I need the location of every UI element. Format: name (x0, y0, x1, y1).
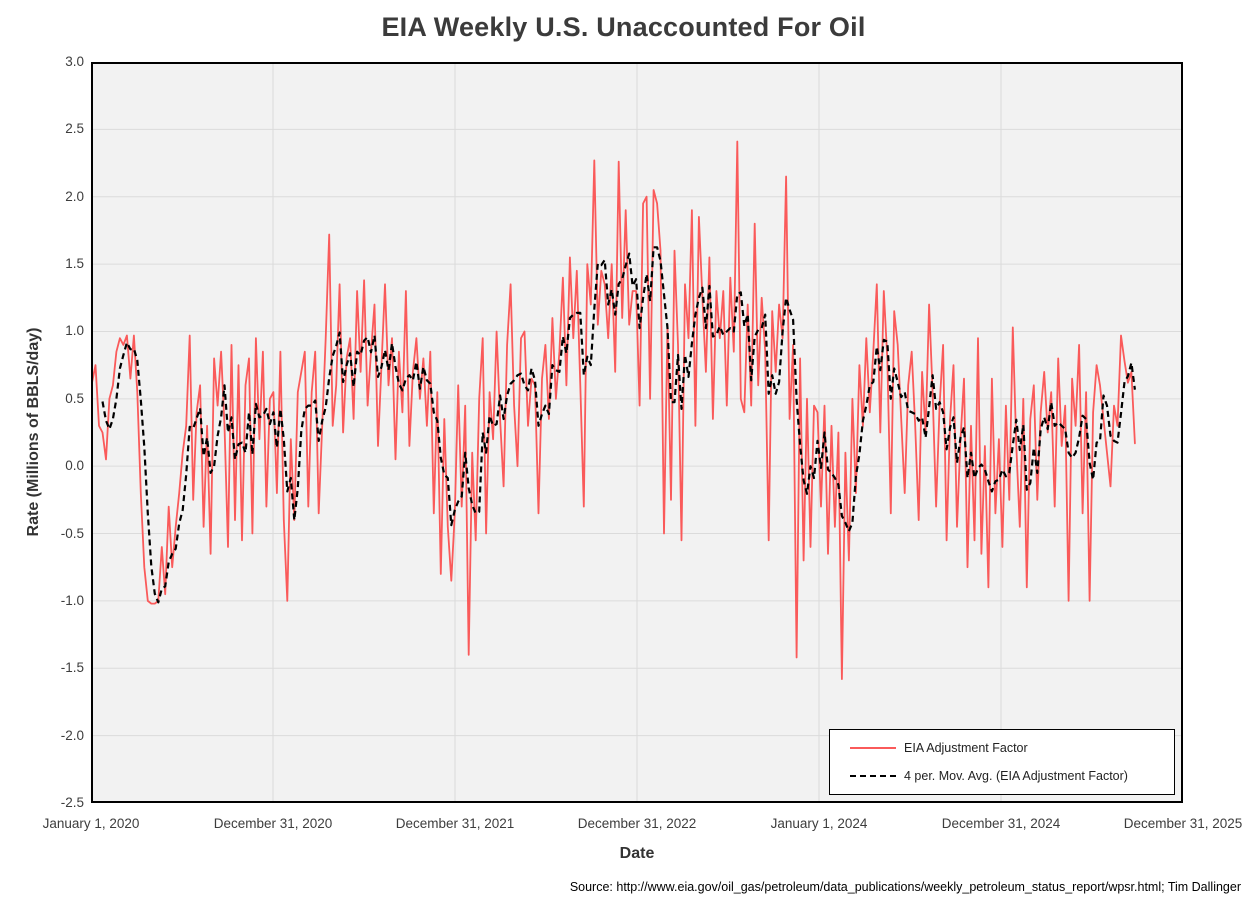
y-axis-title: Rate (Millions of BBLS/day) (25, 327, 42, 537)
y-tick-label: -0.5 (60, 525, 84, 541)
x-tick-label: December 31, 2021 (395, 816, 515, 831)
y-tick-label: 0.0 (65, 458, 84, 474)
legend-item-label: 4 per. Mov. Avg. (EIA Adjustment Factor) (904, 769, 1128, 783)
y-tick-label: -2.5 (60, 795, 84, 810)
legend-item-moving-average: 4 per. Mov. Avg. (EIA Adjustment Factor) (850, 769, 1174, 783)
y-tick-label: -1.0 (60, 592, 84, 608)
legend: EIA Adjustment Factor 4 per. Mov. Avg. (… (829, 729, 1175, 795)
plot-area (91, 62, 1183, 803)
series-line-eia-adjustment-factor (91, 140, 1136, 680)
y-tick-label: 3.0 (65, 54, 84, 69)
y-tick-label: 2.5 (65, 121, 84, 137)
legend-dashed-line-sample (850, 775, 896, 777)
y-tick-label: 2.0 (65, 188, 84, 204)
x-tick-label: December 31, 2024 (941, 816, 1061, 831)
x-tick-label: January 1, 2024 (770, 816, 868, 831)
x-tick-label: December 31, 2020 (213, 816, 333, 831)
y-tick-label: 1.0 (65, 323, 84, 339)
y-tick-label: 0.5 (65, 390, 84, 406)
y-tick-label: 1.5 (65, 256, 84, 272)
y-tick-label: -1.5 (60, 660, 84, 676)
x-tick-label: December 31, 2022 (577, 816, 697, 831)
x-axis-title: Date (619, 845, 655, 862)
plot-border (91, 62, 1183, 803)
source-note: Source: http://www.eia.gov/oil_gas/petro… (569, 880, 1241, 894)
x-tick-label: January 1, 2020 (42, 816, 140, 831)
series-line-4-per-moving-average (101, 246, 1136, 604)
legend-solid-line-sample (850, 747, 896, 749)
x-tick-label: December 31, 2025 (1123, 816, 1243, 831)
legend-item-eia-adjustment-factor: EIA Adjustment Factor (850, 741, 1174, 755)
y-tick-label: -2.0 (60, 727, 84, 743)
legend-item-label: EIA Adjustment Factor (904, 741, 1028, 755)
chart-title: EIA Weekly U.S. Unaccounted For Oil (381, 12, 866, 42)
